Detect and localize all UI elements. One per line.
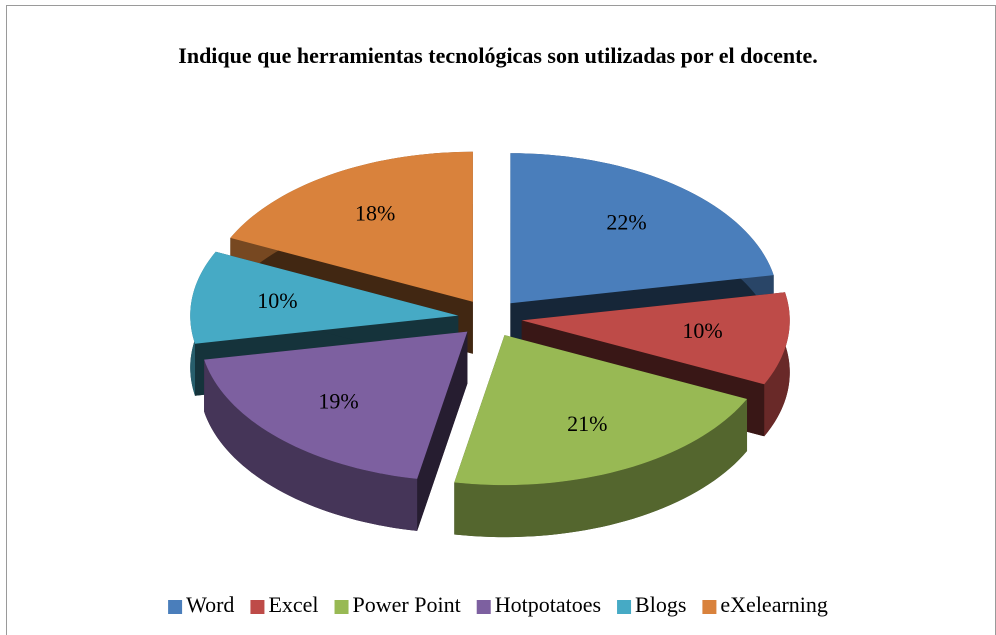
data-label: 10% [257,288,297,313]
slice-top [190,251,459,344]
legend-swatch [617,600,632,614]
legend-label: Hotpotatoes [495,592,601,617]
slice [454,335,748,538]
legend-swatch [250,600,265,614]
data-label: 18% [355,201,395,226]
slice-outer-wall [454,398,748,538]
legend: Word Excel Power Point Hotpotatoes Blogs eXel… [168,592,828,617]
legend-label: Excel [268,592,318,617]
slice-outer-wall [764,292,790,437]
legend-swatch [168,600,183,614]
slice-outer-wall [204,359,418,531]
chart-border [6,5,996,635]
data-label: 10% [682,318,722,343]
legend-label: Blogs [635,592,686,617]
slice-top [521,292,790,385]
slice-top [230,151,473,302]
legend-swatch [702,600,717,614]
legend-label: eXelearning [720,592,828,617]
legend-swatch [334,600,349,614]
legend-label: Power Point [353,592,461,617]
legend-swatch [476,600,491,614]
data-label: 21% [567,411,607,436]
chart-title: Indique que herramientas tecnológicas so… [178,43,818,68]
data-label: 22% [606,210,646,235]
legend-label: Word [186,592,234,617]
slice [204,331,468,531]
slice-top [454,335,748,486]
data-label: 19% [318,389,358,414]
slice-top [204,331,468,479]
slice-top [510,153,774,304]
